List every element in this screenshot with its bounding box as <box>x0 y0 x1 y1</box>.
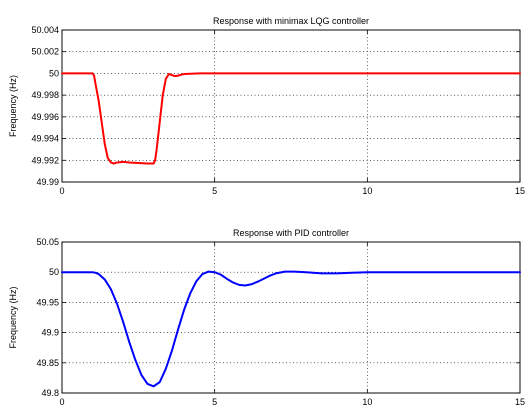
y-tick-label: 49.8 <box>41 388 59 398</box>
y-tick-label: 50.004 <box>31 25 59 35</box>
x-tick-label: 10 <box>362 186 372 196</box>
series-line <box>61 72 521 165</box>
plot-area <box>61 241 521 394</box>
y-tick-label: 49.9 <box>41 328 59 338</box>
y-tick-label: 49.85 <box>36 358 59 368</box>
y-tick-label: 50 <box>49 267 59 277</box>
y-tick-label: 50.05 <box>36 237 59 247</box>
plot-pid: 0 5 10 15 49.8 49.85 49.9 49.95 50 50.05 Response … <box>8 228 525 407</box>
plot-minimax-lqg: 0 5 10 15 49.99 49.992 49.994 49.996 49.998 50 50.… <box>8 16 525 196</box>
plot-frame <box>61 241 521 394</box>
y-tick-label: 49.99 <box>36 177 59 187</box>
y-tick-label: 49.992 <box>31 155 59 165</box>
series-line <box>61 270 521 388</box>
x-tick-label: 5 <box>212 397 217 407</box>
y-tick-label: 49.998 <box>31 90 59 100</box>
plot-title: Response with minimax LQG controller <box>213 16 369 26</box>
x-tick-label: 0 <box>59 186 64 196</box>
y-tick-label: 50.002 <box>31 47 59 57</box>
plot-title: Response with PID controller <box>233 228 349 238</box>
y-tick-label: 49.95 <box>36 297 59 307</box>
y-tick-label: 49.994 <box>31 134 59 144</box>
y-tick-label: 50 <box>49 68 59 78</box>
plot-area <box>61 29 521 183</box>
y-axis-label: Frequency (Hz) <box>8 75 18 137</box>
plot-frame <box>61 29 521 183</box>
x-tick-label: 10 <box>362 397 372 407</box>
x-tick-label: 5 <box>212 186 217 196</box>
x-tick-label: 15 <box>515 186 525 196</box>
y-axis-label: Frequency (Hz) <box>8 286 18 348</box>
y-tick-label: 49.996 <box>31 112 59 122</box>
x-tick-label: 15 <box>515 397 525 407</box>
x-tick-label: 0 <box>59 397 64 407</box>
